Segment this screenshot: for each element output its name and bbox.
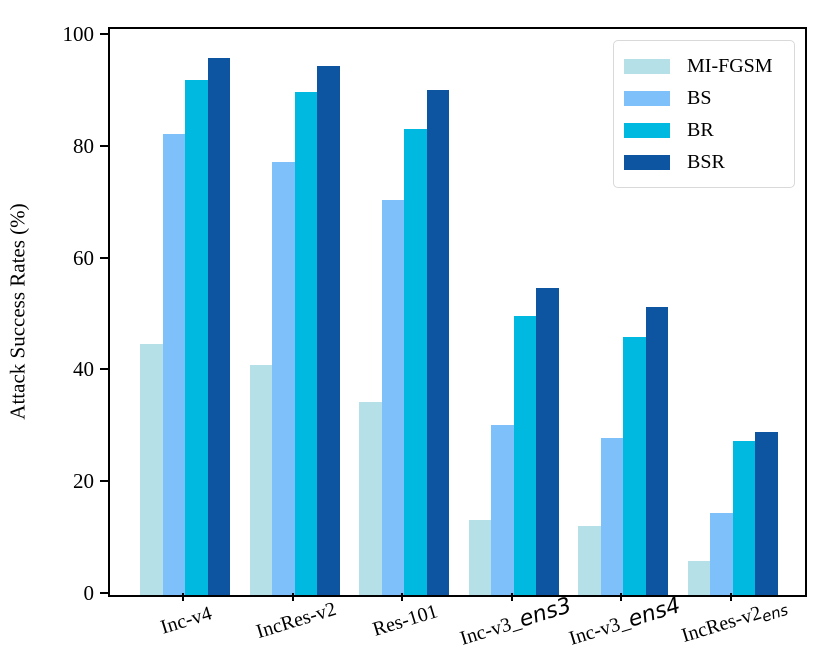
legend-swatch-mi-fgsm bbox=[624, 58, 670, 74]
bar-br-incres-v2_ens bbox=[732, 441, 755, 595]
y-tick-label-100: 100 bbox=[62, 22, 95, 46]
bar-br-incres-v2 bbox=[294, 92, 317, 595]
x-tick-incres-v2_ens bbox=[729, 593, 732, 601]
bar-bsr-res-101 bbox=[426, 89, 449, 595]
bar-bsr-incres-v2 bbox=[317, 66, 340, 595]
y-tick-40 bbox=[100, 368, 108, 371]
y-tick-label-20: 20 bbox=[73, 469, 94, 494]
x-tick-label-inc-v3_ens4: Inc-v3_ens4 bbox=[566, 593, 684, 651]
label-segment: IncRes-v2 bbox=[678, 601, 764, 647]
bar-mi-fgsm-inc-v4 bbox=[140, 344, 163, 595]
x-tick-label-inc-v4: Inc-v4 bbox=[158, 602, 215, 639]
legend-swatch-br bbox=[624, 122, 670, 138]
bar-mi-fgsm-inc-v3_ens3 bbox=[468, 520, 491, 595]
y-tick-0 bbox=[100, 592, 108, 594]
bar-br-inc-v3_ens4 bbox=[623, 337, 646, 595]
bar-bsr-inc-v3_ens3 bbox=[536, 288, 559, 595]
x-tick-res-101 bbox=[401, 593, 403, 601]
label-segment: IncRes-v2 bbox=[253, 597, 339, 644]
legend-swatch-bsr bbox=[624, 154, 670, 170]
bar-bsr-incres-v2_ens bbox=[755, 432, 778, 595]
y-tick-label-80: 80 bbox=[73, 133, 94, 158]
x-tick-label-inc-v3_ens3: Inc-v3_ens3 bbox=[456, 593, 574, 651]
bar-br-inc-v4 bbox=[185, 80, 208, 595]
legend-item-br: BR bbox=[624, 114, 782, 146]
x-tick-label-incres-v2: IncRes-v2 bbox=[253, 598, 338, 644]
bar-bs-inc-v3_ens3 bbox=[491, 425, 514, 595]
bar-bs-inc-v3_ens4 bbox=[600, 437, 623, 595]
legend-item-bs: BS bbox=[624, 82, 782, 114]
x-tick-inc-v3_ens4 bbox=[620, 593, 622, 601]
bar-bsr-inc-v3_ens4 bbox=[645, 307, 668, 595]
x-tick-inc-v4 bbox=[182, 593, 184, 601]
label-segment: Inc-v3_ bbox=[457, 610, 523, 650]
bar-mi-fgsm-res-101 bbox=[359, 402, 382, 595]
label-segment: ens bbox=[759, 600, 790, 626]
bar-mi-fgsm-inc-v3_ens4 bbox=[578, 526, 601, 595]
y-tick-label-40: 40 bbox=[73, 357, 94, 382]
label-segment: Res-101 bbox=[370, 600, 441, 641]
x-tick-inc-v3_ens3 bbox=[510, 593, 513, 601]
bar-mi-fgsm-incres-v2_ens bbox=[687, 561, 710, 595]
label-segment: ens4 bbox=[625, 593, 684, 633]
bar-bs-incres-v2_ens bbox=[710, 512, 733, 595]
legend-item-bsr: BSR bbox=[624, 146, 782, 178]
label-segment: Inc-v4 bbox=[158, 602, 215, 639]
legend-label-br: BR bbox=[687, 119, 714, 141]
bar-br-inc-v3_ens3 bbox=[513, 316, 536, 595]
y-tick-20 bbox=[100, 480, 108, 483]
legend: MI-FGSM BS BR BSR bbox=[613, 40, 795, 188]
legend-label-mi-fgsm: MI-FGSM bbox=[687, 55, 773, 77]
y-axis-label: Attack Success Rates (%) bbox=[5, 203, 30, 420]
y-tick-100 bbox=[100, 33, 108, 35]
x-tick-incres-v2 bbox=[291, 593, 294, 601]
y-tick-label-60: 60 bbox=[73, 245, 94, 270]
label-segment: Inc-v3_ bbox=[566, 610, 633, 650]
x-tick-label-incres-v2_ens: IncRes-v2ens bbox=[678, 594, 789, 648]
bar-mi-fgsm-incres-v2 bbox=[249, 364, 272, 595]
legend-label-bsr: BSR bbox=[687, 151, 725, 173]
legend-item-mi-fgsm: MI-FGSM bbox=[624, 50, 782, 82]
bar-bs-res-101 bbox=[381, 200, 404, 595]
legend-swatch-bs bbox=[624, 90, 670, 106]
bar-bs-inc-v4 bbox=[162, 134, 185, 595]
bar-bs-incres-v2 bbox=[272, 161, 295, 595]
bar-bsr-inc-v4 bbox=[207, 57, 230, 595]
plot-area: MI-FGSM BS BR BSR bbox=[108, 27, 807, 597]
y-tick-label-0: 0 bbox=[83, 581, 95, 605]
bar-br-res-101 bbox=[404, 128, 427, 595]
x-tick-label-res-101: Res-101 bbox=[370, 600, 440, 641]
y-tick-60 bbox=[100, 256, 108, 259]
legend-label-bs: BS bbox=[687, 87, 712, 109]
y-tick-80 bbox=[100, 144, 108, 147]
